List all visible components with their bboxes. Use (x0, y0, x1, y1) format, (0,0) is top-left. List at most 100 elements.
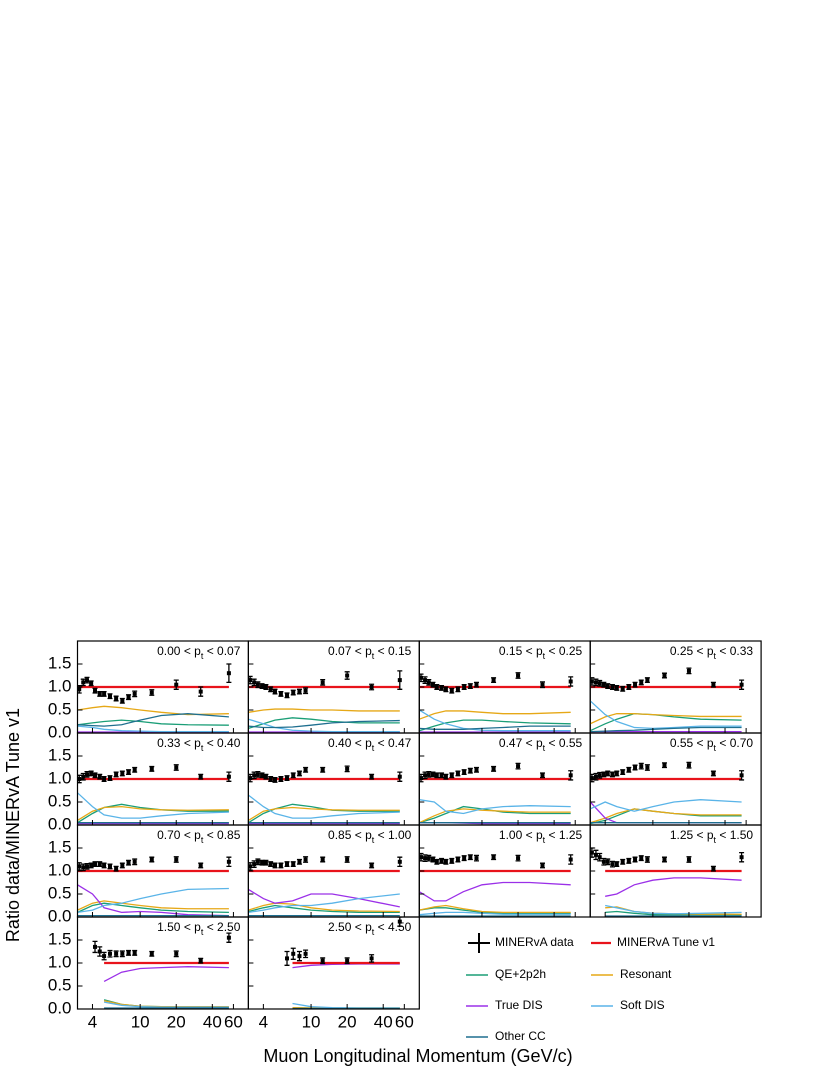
data-point (285, 956, 290, 961)
label-text: < 0.70 (716, 736, 753, 750)
data-point (419, 776, 424, 781)
panel (248, 670, 403, 733)
data-point (278, 863, 283, 868)
legend-text: MINERvA Tune v1 (617, 935, 715, 949)
x-tick-label: 10 (302, 1012, 321, 1031)
panel (248, 765, 403, 825)
data-point (84, 678, 89, 683)
data-point (626, 767, 631, 772)
data-point (126, 695, 131, 700)
data-point (291, 951, 296, 956)
data-point (297, 771, 302, 776)
label-subscript: t (714, 743, 717, 753)
component-line (419, 710, 571, 720)
label-subscript: t (201, 743, 204, 753)
data-point (397, 919, 402, 924)
data-point (132, 691, 137, 696)
data-point (568, 857, 573, 862)
data-point (198, 774, 203, 779)
label-text: < 0.55 (545, 736, 582, 750)
data-point (620, 686, 625, 691)
data-point (198, 689, 203, 694)
y-tick-label: 0.0 (48, 722, 72, 741)
data-point (174, 682, 179, 687)
label-subscript: t (372, 651, 375, 661)
data-point (297, 689, 302, 694)
data-point (439, 685, 444, 690)
data-point (430, 772, 435, 777)
panel-label: 0.25 < pt < 0.33 (670, 644, 754, 661)
component-line (77, 792, 229, 819)
data-point (439, 858, 444, 863)
data-point (739, 855, 744, 860)
data-point (423, 773, 428, 778)
data-point (97, 691, 102, 696)
panel-label: 1.00 < pt < 1.25 (499, 828, 583, 845)
panel-frame (247, 916, 420, 1010)
data-point (597, 855, 602, 860)
label-subscript: t (201, 651, 204, 661)
data-point (462, 770, 467, 775)
data-point (426, 680, 431, 685)
data-point (662, 673, 667, 678)
data-point (320, 767, 325, 772)
data-point (126, 860, 131, 865)
data-point (102, 691, 107, 696)
data-point (474, 767, 479, 772)
data-point (248, 864, 253, 869)
component-line (419, 907, 571, 914)
panel-label: 0.00 < pt < 0.07 (157, 644, 241, 661)
data-point (593, 774, 598, 779)
label-text: < 0.25 (545, 644, 582, 658)
panel (77, 764, 232, 825)
y-tick-label: 1.0 (48, 952, 72, 971)
data-point (455, 857, 460, 862)
data-point (434, 859, 439, 864)
component-line (419, 904, 571, 914)
component-line (248, 888, 400, 908)
label-text: < 2.50 (203, 920, 240, 934)
data-point (107, 694, 112, 699)
label-text: 0.40 < p (328, 736, 372, 750)
panel-label: 1.25 < pt < 1.50 (670, 828, 754, 845)
data-point (260, 773, 265, 778)
data-point (114, 696, 119, 701)
data-point (272, 777, 277, 782)
data-point (686, 763, 691, 768)
data-point (132, 859, 137, 864)
component-line (419, 911, 571, 916)
label-subscript: t (372, 927, 375, 937)
panel (419, 852, 574, 917)
data-point (81, 865, 86, 870)
y-tick-label: 1.0 (48, 860, 72, 879)
data-point (248, 678, 253, 683)
label-subscript: t (543, 835, 546, 845)
data-point (605, 684, 610, 689)
component-line (77, 713, 229, 727)
data-point (120, 951, 125, 956)
data-point (593, 852, 598, 857)
legend-text: Resonant (620, 967, 672, 981)
data-point (601, 772, 606, 777)
y-tick-label: 0.5 (48, 699, 72, 718)
data-point (114, 772, 119, 777)
data-point (303, 688, 308, 693)
data-point (81, 680, 86, 685)
component-line (292, 963, 400, 969)
data-point (516, 856, 521, 861)
label-subscript: t (543, 651, 546, 661)
label-subscript: t (714, 835, 717, 845)
data-point (645, 678, 650, 683)
label-text: 2.50 < p (328, 920, 372, 934)
data-point (303, 951, 308, 956)
panel (77, 663, 232, 733)
data-point (252, 680, 257, 685)
data-point (430, 682, 435, 687)
y-tick-label: 1.0 (48, 676, 72, 695)
label-subscript: t (543, 743, 546, 753)
component-line (77, 719, 229, 726)
data-point (439, 773, 444, 778)
data-point (397, 859, 402, 864)
data-point (263, 860, 268, 865)
data-point (711, 771, 716, 776)
